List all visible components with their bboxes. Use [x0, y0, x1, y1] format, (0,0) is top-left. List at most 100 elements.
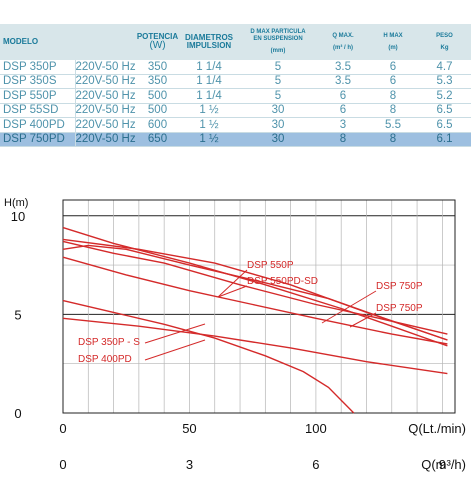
performance-curve — [62, 299, 355, 414]
series-label: DSP 750P — [376, 303, 423, 314]
cell-voltage: 220V-50 Hz — [74, 132, 136, 147]
cell-model: DSP 750PD — [0, 132, 75, 147]
header-weight: PESO Kg — [418, 24, 471, 60]
performance-curve — [62, 226, 448, 347]
table-row: DSP 550P 220V-50 Hz 500 1 1/4 5 6 8 5.2 — [0, 88, 471, 104]
cell-diameter: 1 1/4 — [180, 60, 238, 75]
x2-tick-label: 3 — [186, 457, 193, 472]
series-leader-line — [144, 339, 206, 361]
series-leader-line — [217, 269, 248, 298]
series-label: DSP 350P - S — [78, 337, 140, 348]
y-axis-title: H(m) — [4, 197, 28, 209]
cell-power: 600 — [135, 117, 180, 133]
cell-weight: 5.3 — [418, 74, 471, 89]
header-diameter-label: DIAMETROS — [185, 32, 233, 42]
series-label: DSP 750P — [376, 281, 423, 292]
header-power: POTENCIA (W) — [135, 24, 180, 60]
cell-voltage: 220V-50 Hz — [74, 88, 136, 104]
cell-hmax: 8 — [368, 103, 418, 118]
x-tick-label: 100 — [305, 421, 327, 436]
header-hmax-unit: (m) — [388, 45, 398, 52]
table-row: DSP 55SD 220V-50 Hz 500 1 ½ 30 6 8 6.5 — [0, 103, 471, 118]
series-label: DSP 550PD-SD — [247, 276, 318, 287]
header-diameter: DIAMETROS IMPULSION — [180, 24, 238, 60]
cell-particle: 30 — [238, 103, 318, 118]
cell-voltage: 220V-50 Hz — [74, 60, 136, 75]
table-row: DSP 350S 220V-50 Hz 350 1 1/4 5 3.5 6 5.… — [0, 74, 471, 89]
cell-voltage: 220V-50 Hz — [74, 74, 136, 89]
header-particle-sub: EN SUSPENSION — [253, 35, 303, 42]
header-hmax: H MAX (m) — [368, 24, 418, 60]
cell-hmax: 8 — [368, 132, 418, 147]
cell-power: 350 — [135, 74, 180, 89]
cell-model: DSP 550P — [0, 88, 75, 104]
x2-tick-label: 0 — [59, 457, 66, 472]
cell-diameter: 1 1/4 — [180, 88, 238, 104]
cell-hmax: 6 — [368, 74, 418, 89]
series-label: DSP 550P — [247, 260, 294, 271]
cell-model: DSP 350S — [0, 74, 75, 89]
cell-power: 500 — [135, 103, 180, 118]
x-tick-label: 0 — [59, 421, 66, 436]
cell-model: DSP 400PD — [0, 117, 75, 133]
header-power-unit: (W) — [149, 39, 166, 51]
header-hmax-label: H MAX — [383, 32, 403, 39]
cell-qmax: 3.5 — [318, 74, 368, 89]
header-particle-unit: (mm) — [270, 48, 286, 55]
cell-diameter: 1 ½ — [180, 117, 238, 133]
cell-hmax: 8 — [368, 88, 418, 104]
header-diameter-sub: IMPULSION — [186, 41, 232, 50]
cell-voltage: 220V-50 Hz — [74, 117, 136, 133]
header-qmax-unit: (m³ / h) — [333, 45, 353, 52]
cell-diameter: 1 ½ — [180, 132, 238, 147]
cell-qmax: 3 — [318, 117, 368, 133]
table-row: DSP 400PD 220V-50 Hz 600 1 ½ 30 3 5.5 6.… — [0, 117, 471, 133]
cell-particle: 30 — [238, 117, 318, 133]
series-leader-line — [321, 290, 377, 324]
x2-axis-title: Q(m³/h) — [421, 457, 466, 472]
header-model: MODELO — [0, 24, 75, 60]
series-leader-line — [349, 312, 377, 328]
series-leader-line — [144, 323, 206, 344]
performance-curve — [62, 317, 448, 375]
series-leader-line — [217, 285, 248, 298]
table-row-highlighted: DSP 750PD 220V-50 Hz 650 1 ½ 30 8 8 6.1 — [0, 132, 471, 147]
header-power-label: POTENCIA — [136, 31, 179, 41]
x2-tick-label: 9 — [439, 457, 446, 472]
performance-curve — [62, 256, 448, 345]
cell-particle: 5 — [238, 74, 318, 89]
cell-hmax: 5.5 — [368, 117, 418, 133]
cell-qmax: 6 — [318, 88, 368, 104]
cell-qmax: 8 — [318, 132, 368, 147]
header-particle-label: D MAX PARTICULA — [250, 29, 306, 36]
performance-curve — [62, 240, 448, 335]
cell-diameter: 1 1/4 — [180, 74, 238, 89]
specs-table: MODELO POTENCIA (W) DIAMETROS IMPULSION … — [0, 24, 471, 147]
header-weight-label: PESO — [436, 32, 453, 39]
y-tick-label: 10 — [11, 209, 25, 224]
header-particle: D MAX PARTICULA EN SUSPENSION (mm) — [238, 24, 318, 60]
cell-particle: 30 — [238, 132, 318, 147]
header-qmax-label: Q MAX. — [332, 32, 354, 39]
table-row: DSP 350P 220V-50 Hz 350 1 1/4 5 3.5 6 4.… — [0, 60, 471, 75]
x-tick-label: 50 — [182, 421, 196, 436]
cell-particle: 5 — [238, 60, 318, 75]
x-axis-title: Q(Lt./min) — [408, 421, 466, 436]
cell-power: 650 — [135, 132, 180, 147]
y-tick-label: 5 — [14, 307, 21, 322]
header-qmax: Q MAX. (m³ / h) — [318, 24, 368, 60]
cell-hmax: 6 — [368, 60, 418, 75]
header-voltage — [75, 24, 135, 60]
cell-weight: 5.2 — [418, 88, 471, 104]
y-tick-label: 0 — [14, 406, 21, 421]
cell-power: 500 — [135, 88, 180, 104]
series-label: DSP 400PD — [78, 354, 132, 365]
header-weight-unit: Kg — [440, 45, 449, 52]
cell-qmax: 6 — [318, 103, 368, 118]
cell-model: DSP 55SD — [0, 103, 75, 118]
cell-model: DSP 350P — [0, 60, 75, 75]
cell-weight: 6.1 — [418, 132, 471, 147]
cell-power: 350 — [135, 60, 180, 75]
cell-weight: 6.5 — [418, 103, 471, 118]
